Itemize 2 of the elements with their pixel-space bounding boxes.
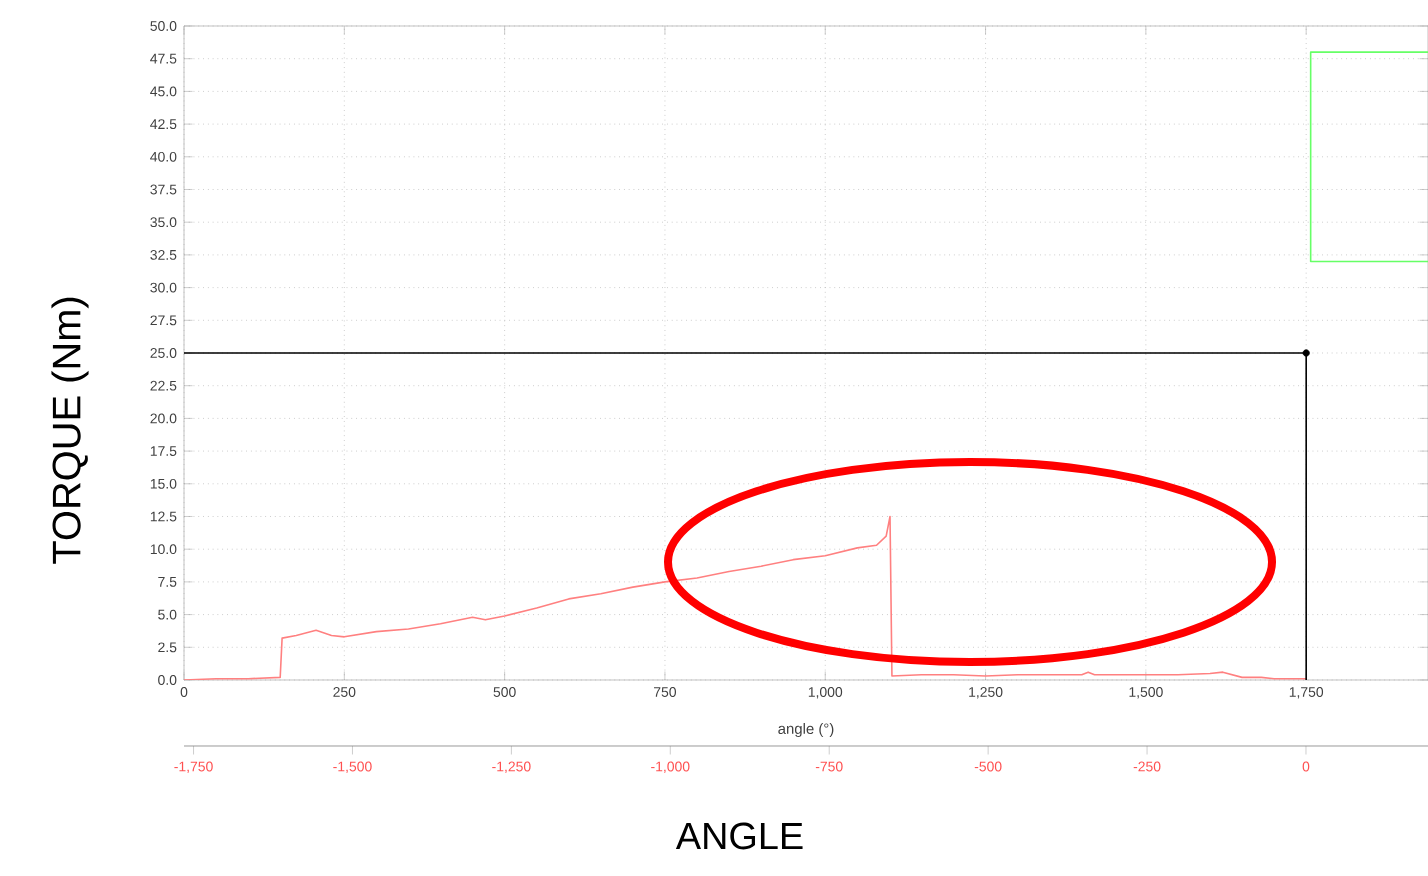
y-axis-title: TORQUE (Nm) bbox=[51, 297, 89, 564]
x2-axis-title: ANGLE bbox=[675, 822, 803, 850]
